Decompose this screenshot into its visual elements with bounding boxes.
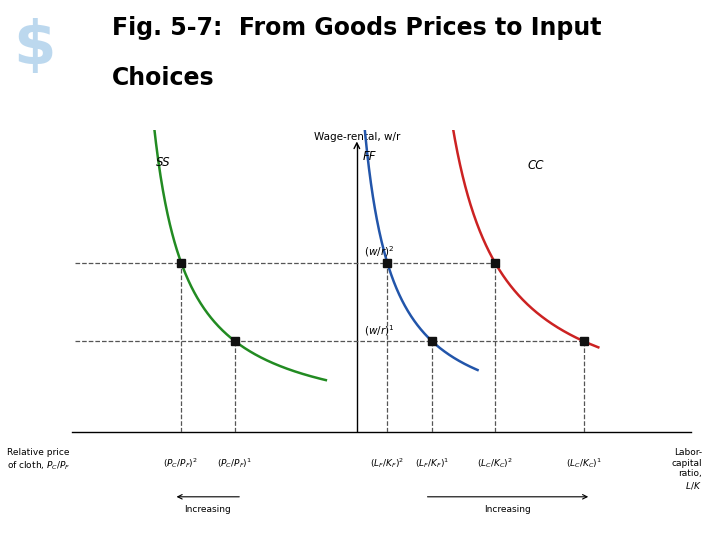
- Text: Choices: Choices: [112, 66, 215, 90]
- Text: Labor-
capital
ratio,
$L/K$: Labor- capital ratio, $L/K$: [671, 448, 702, 491]
- Text: FF: FF: [363, 150, 377, 163]
- Text: CC: CC: [527, 159, 544, 172]
- Text: 5-25: 5-25: [688, 517, 711, 528]
- Text: $(P_C/P_F)^1$: $(P_C/P_F)^1$: [217, 456, 252, 470]
- Text: Wage-rental, w/r: Wage-rental, w/r: [314, 132, 400, 141]
- Text: $(L_C/K_C)^1$: $(L_C/K_C)^1$: [566, 456, 602, 470]
- Text: $: $: [14, 18, 56, 77]
- Text: SS: SS: [156, 156, 170, 169]
- Text: $(L_F/K_F)^1$: $(L_F/K_F)^1$: [415, 456, 449, 470]
- Text: Increasing: Increasing: [485, 505, 531, 514]
- Text: Fig. 5-7:  From Goods Prices to Input: Fig. 5-7: From Goods Prices to Input: [112, 16, 601, 40]
- Text: $(w/r)^2$: $(w/r)^2$: [364, 244, 395, 259]
- Text: $(L_F/K_F)^2$: $(L_F/K_F)^2$: [370, 456, 404, 470]
- Text: $(w/r)^1$: $(w/r)^1$: [364, 323, 395, 338]
- Text: $(L_C/K_C)^2$: $(L_C/K_C)^2$: [477, 456, 513, 470]
- Text: $(P_C/P_F)^2$: $(P_C/P_F)^2$: [163, 456, 199, 470]
- Text: Copyright ©2015 Pearson Education, Inc. All rights reserved.: Copyright ©2015 Pearson Education, Inc. …: [9, 517, 328, 528]
- Text: Increasing: Increasing: [184, 505, 231, 514]
- Text: Relative price
of cloth, $P_C/P_F$: Relative price of cloth, $P_C/P_F$: [7, 448, 71, 471]
